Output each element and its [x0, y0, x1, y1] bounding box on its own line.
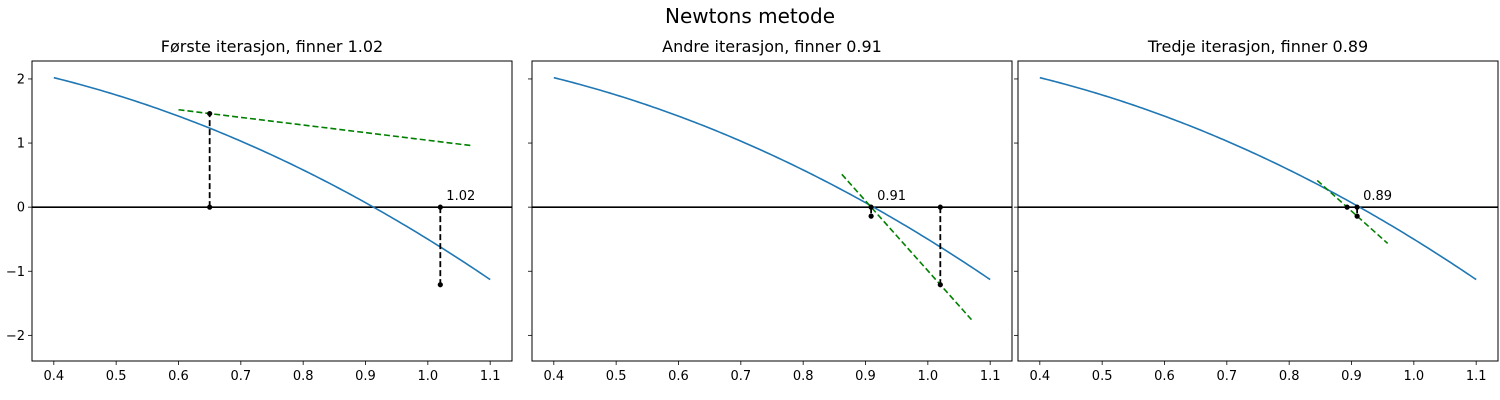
x-tick-label: 0.5 [606, 369, 627, 384]
x-tick-label: 1.0 [918, 369, 939, 384]
x-tick-label: 0.4 [543, 369, 564, 384]
x-tick-label: 0.8 [793, 369, 814, 384]
iteration-point [437, 204, 443, 210]
iteration-point [868, 204, 874, 210]
y-tick-label: 1 [17, 137, 25, 152]
y-tick-label: −2 [6, 329, 25, 344]
iteration-point [1344, 204, 1350, 210]
x-tick-label: 0.7 [1216, 369, 1237, 384]
x-tick-label: 0.5 [106, 369, 127, 384]
x-tick-label: 0.6 [168, 369, 189, 384]
iteration-point [1354, 213, 1360, 219]
iteration-point [937, 204, 943, 210]
iteration-point [937, 282, 943, 288]
iteration-point [1354, 204, 1360, 210]
function-curve [1039, 76, 1477, 281]
function-curve [553, 76, 991, 281]
x-tick-label: 0.9 [1341, 369, 1362, 384]
x-tick-label: 1.1 [480, 369, 501, 384]
panel-2: Andre iterasjon, finner 0.91 0.4 0.5 0.6 0.7… [528, 37, 1013, 384]
x-tick-label: 0.8 [1279, 369, 1300, 384]
panel-title: Tredje iterasjon, finner 0.89 [1147, 37, 1368, 56]
x-tick-label: 0.8 [293, 369, 314, 384]
x-tick-label: 0.4 [1029, 369, 1050, 384]
tangent-line [841, 173, 973, 321]
y-tick-label: −1 [6, 265, 25, 280]
x-tick-label: 0.9 [855, 369, 876, 384]
panel-title: Andre iterasjon, finner 0.91 [662, 37, 882, 56]
x-tick-label: 0.7 [230, 369, 251, 384]
x-tick-label: 1.0 [418, 369, 439, 384]
x-tick-label: 0.6 [668, 369, 689, 384]
axes-frame [1017, 60, 1499, 362]
iteration-point [868, 213, 874, 219]
panel-3: Tredje iterasjon, finner 0.89 0.4 0.5 0.6 0.… [1014, 37, 1499, 384]
tangent-line [1316, 179, 1389, 245]
x-tick-label: 1.1 [980, 369, 1001, 384]
x-tick-label: 1.0 [1404, 369, 1425, 384]
x-tick-label: 1.1 [1466, 369, 1487, 384]
iteration-point [437, 282, 443, 288]
x-tick-label: 0.7 [730, 369, 751, 384]
y-tick-label: 2 [17, 72, 25, 87]
iteration-point [207, 204, 213, 210]
iteration-point [207, 110, 213, 117]
panels: Første iterasjon, finner 1.02 0.4 0.5 0.6 0.… [6, 37, 1499, 384]
x-tick-label: 0.9 [355, 369, 376, 384]
x-tick-label: 0.6 [1154, 369, 1175, 384]
x-tick-label: 0.4 [43, 369, 64, 384]
y-tick-label: 0 [17, 201, 25, 216]
root-annotation: 0.91 [877, 189, 906, 204]
function-curve [53, 76, 491, 281]
axes-frame [531, 60, 1013, 362]
axes-frame [31, 60, 513, 362]
root-annotation: 1.02 [446, 189, 475, 204]
root-annotation: 0.89 [1363, 189, 1392, 204]
panel-title: Første iterasjon, finner 1.02 [161, 37, 383, 56]
panel-1: Første iterasjon, finner 1.02 0.4 0.5 0.6 0.… [6, 37, 513, 384]
x-tick-label: 0.5 [1092, 369, 1113, 384]
figure-suptitle: Newtons metode [665, 4, 835, 28]
tangent-line [178, 108, 472, 147]
